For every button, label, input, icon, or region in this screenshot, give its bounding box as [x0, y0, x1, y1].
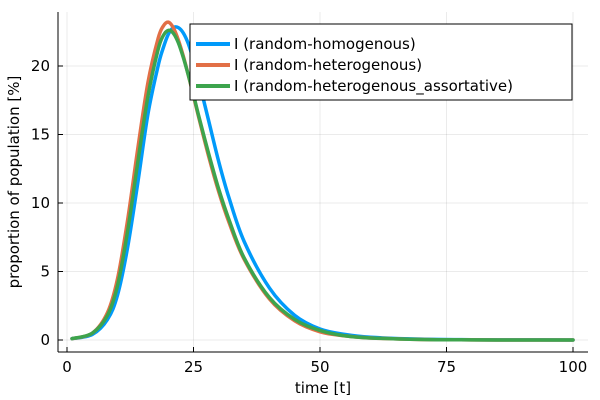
legend-box	[189, 23, 573, 101]
axes	[57, 12, 588, 353]
y-ticks: 0 5 10 15 20	[31, 57, 63, 349]
x-tick-label: 100	[559, 358, 588, 376]
y-tick-label: 15	[31, 126, 50, 144]
y-tick-label: 5	[40, 263, 50, 281]
y-tick-label: 0	[40, 331, 50, 349]
y-tick-label: 20	[31, 57, 50, 75]
legend: I (random-homogenous) I (random-heterogen…	[189, 23, 573, 101]
x-tick-label: 75	[437, 358, 456, 376]
y-tick-label: 10	[31, 194, 50, 212]
x-tick-label: 0	[62, 358, 72, 376]
x-tick-label: 25	[184, 358, 203, 376]
legend-label-3: I (random-heterogenous_assortative)	[234, 77, 513, 96]
legend-label-2: I (random-heterogenous)	[234, 56, 422, 74]
x-axis-label: time [t]	[295, 379, 351, 397]
x-ticks: 0 25 50 75 100	[62, 347, 587, 376]
x-tick-label: 50	[310, 358, 329, 376]
legend-label-1: I (random-homogenous)	[234, 35, 416, 53]
y-axis-label: proportion of population [%]	[5, 76, 23, 289]
